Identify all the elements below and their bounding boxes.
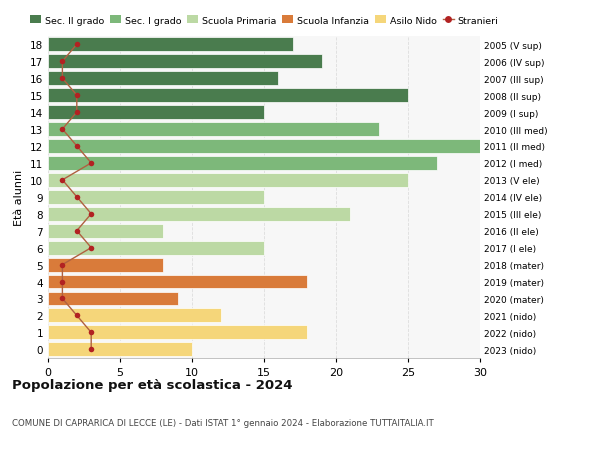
Bar bbox=[48, 38, 293, 52]
Bar bbox=[48, 140, 480, 154]
Bar bbox=[48, 224, 163, 238]
Bar bbox=[48, 55, 322, 69]
Bar bbox=[48, 275, 307, 289]
Bar bbox=[48, 106, 264, 120]
Bar bbox=[48, 342, 192, 357]
Bar bbox=[48, 157, 437, 170]
Bar bbox=[48, 123, 379, 137]
Text: COMUNE DI CAPRARICA DI LECCE (LE) - Dati ISTAT 1° gennaio 2024 - Elaborazione TU: COMUNE DI CAPRARICA DI LECCE (LE) - Dati… bbox=[12, 418, 434, 427]
Text: Popolazione per età scolastica - 2024: Popolazione per età scolastica - 2024 bbox=[12, 379, 293, 392]
Bar bbox=[48, 207, 350, 221]
Bar bbox=[48, 258, 163, 272]
Y-axis label: Età alunni: Età alunni bbox=[14, 169, 25, 225]
Bar bbox=[48, 326, 307, 340]
Legend: Sec. II grado, Sec. I grado, Scuola Primaria, Scuola Infanzia, Asilo Nido, Stran: Sec. II grado, Sec. I grado, Scuola Prim… bbox=[29, 17, 499, 26]
Bar bbox=[48, 190, 264, 204]
Bar bbox=[48, 72, 278, 86]
Bar bbox=[48, 89, 408, 103]
Bar bbox=[48, 309, 221, 323]
Bar bbox=[48, 292, 178, 306]
Bar bbox=[48, 241, 264, 255]
Bar bbox=[48, 174, 408, 187]
